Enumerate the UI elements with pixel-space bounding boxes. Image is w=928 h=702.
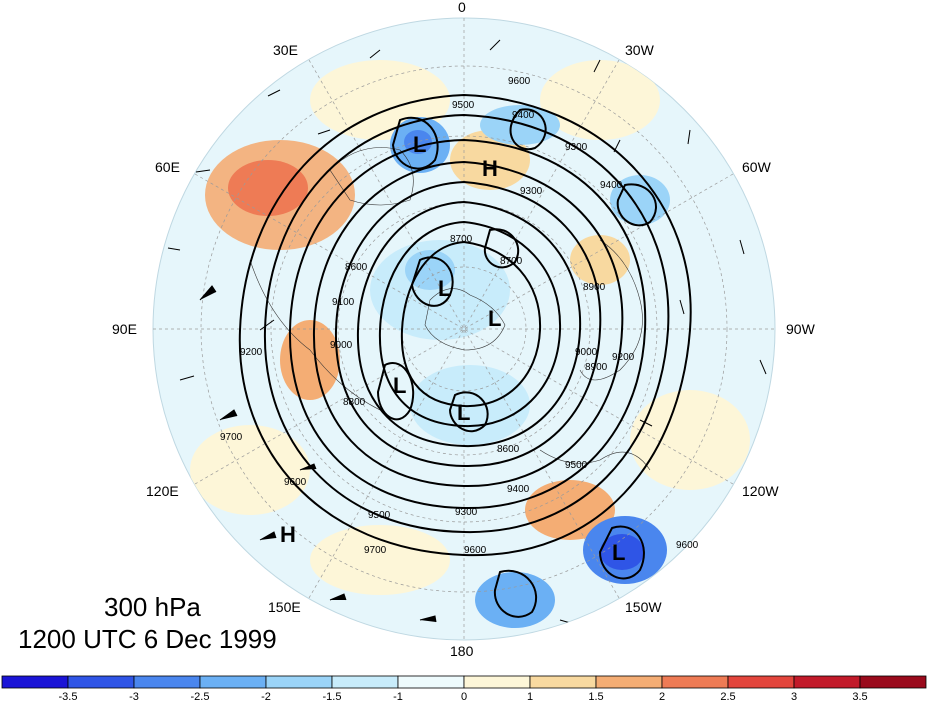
contour-label: 9400	[507, 484, 530, 495]
lon-label-0: 0	[458, 0, 466, 15]
low-center: L	[413, 132, 426, 157]
low-center: L	[457, 400, 470, 425]
contour-label: 8800	[343, 397, 366, 408]
colorbar-swatch	[265, 675, 333, 689]
colorbar-tick-label: -2.5	[191, 691, 210, 702]
colorbar-swatch	[661, 675, 729, 689]
lon-label-90e: 90E	[112, 321, 137, 337]
colorbar-swatch	[331, 675, 399, 689]
low-center: L	[393, 373, 406, 398]
contour-label: 9200	[612, 352, 635, 363]
contour-label: 9700	[220, 432, 243, 443]
contour-label: 8600	[345, 262, 368, 273]
contour-labels: 9600 9500 9400 9400 9300 9300 9200 9100 …	[220, 76, 699, 556]
contour-label: 9100	[332, 297, 355, 308]
colorbar-tick-label: 2.5	[720, 691, 735, 702]
high-center: H	[280, 522, 296, 547]
contour-label: 9400	[512, 110, 535, 121]
colorbar-tick-label: -1	[393, 691, 403, 702]
height-contours	[238, 93, 692, 618]
contour-label: 9400	[600, 180, 623, 191]
colorbar-swatch	[463, 675, 531, 689]
colorbar-swatch	[727, 675, 795, 689]
colorbar-tick-label: 3	[791, 691, 797, 702]
contour-label: 9300	[565, 142, 588, 153]
colorbar-tick-label: 0	[461, 691, 467, 702]
contour-label: 9200	[240, 347, 263, 358]
low-center: L	[612, 540, 625, 565]
lon-label-180: 180	[450, 643, 474, 659]
contour-label: 9600	[284, 477, 307, 488]
colorbar-tick-label: -3.5	[59, 691, 78, 702]
contour-label: 8900	[583, 282, 606, 293]
colorbar-swatch	[529, 675, 597, 689]
contour-label: 9500	[368, 510, 391, 521]
high-center: H	[482, 156, 498, 181]
contour-label: 9600	[508, 76, 531, 87]
lon-label-120e: 120E	[146, 483, 179, 499]
colorbar: -3.5 -3 -2.5 -2 -1.5 -1 0 1 1.5 2 2.5 3 3.5	[1, 675, 927, 702]
wind-barbs	[167, 39, 767, 625]
contour-label: 9500	[452, 100, 475, 111]
contour-label: 9300	[455, 507, 478, 518]
lon-label-150w: 150W	[625, 599, 662, 615]
lon-label-150e: 150E	[268, 599, 301, 615]
graticule	[153, 18, 775, 640]
colorbar-tick-label: 3.5	[852, 691, 867, 702]
lon-label-60w: 60W	[742, 159, 772, 175]
low-center: L	[488, 306, 501, 331]
contour-label: 9600	[464, 545, 487, 556]
lon-label-90w: 90W	[786, 321, 816, 337]
colorbar-tick-label: -2	[261, 691, 271, 702]
colorbar-swatch	[1, 675, 69, 689]
lon-label-60e: 60E	[155, 159, 180, 175]
colorbar-swatch	[859, 675, 927, 689]
colorbar-swatch	[397, 675, 465, 689]
colorbar-swatch	[67, 675, 135, 689]
pressure-level-label: 300 hPa	[104, 592, 201, 622]
lon-label-30w: 30W	[625, 42, 655, 58]
contour-label: 9000	[330, 340, 353, 351]
colorbar-tick-label: 1	[527, 691, 533, 702]
contour-label: 8700	[450, 234, 473, 245]
colorbar-tick-label: 2	[659, 691, 665, 702]
colorbar-swatch	[793, 675, 861, 689]
contour-label: 8900	[585, 362, 608, 373]
contour-label: 9600	[676, 540, 699, 551]
contour-label: 8700	[500, 256, 523, 267]
coastlines	[249, 147, 651, 471]
contour-label: 9300	[520, 186, 543, 197]
low-center: L	[438, 276, 451, 301]
contour-label: 9000	[575, 347, 598, 358]
contour-label: 8600	[497, 444, 520, 455]
colorbar-swatch	[595, 675, 663, 689]
colorbar-swatch	[199, 675, 267, 689]
colorbar-swatch	[133, 675, 201, 689]
valid-time-label: 1200 UTC 6 Dec 1999	[18, 624, 277, 654]
lon-label-30e: 30E	[273, 42, 298, 58]
colorbar-tick-label: -1.5	[323, 691, 342, 702]
pressure-centers: H H L L L L L L	[280, 132, 625, 565]
contour-label: 9700	[364, 545, 387, 556]
colorbar-tick-label: 1.5	[588, 691, 603, 702]
lon-label-120w: 120W	[742, 483, 779, 499]
contour-label: 9500	[565, 460, 588, 471]
colorbar-tick-label: -3	[129, 691, 139, 702]
longitude-labels: 0 30W 60W 90W 120W 150W 180 150E 120E 90…	[112, 0, 816, 659]
